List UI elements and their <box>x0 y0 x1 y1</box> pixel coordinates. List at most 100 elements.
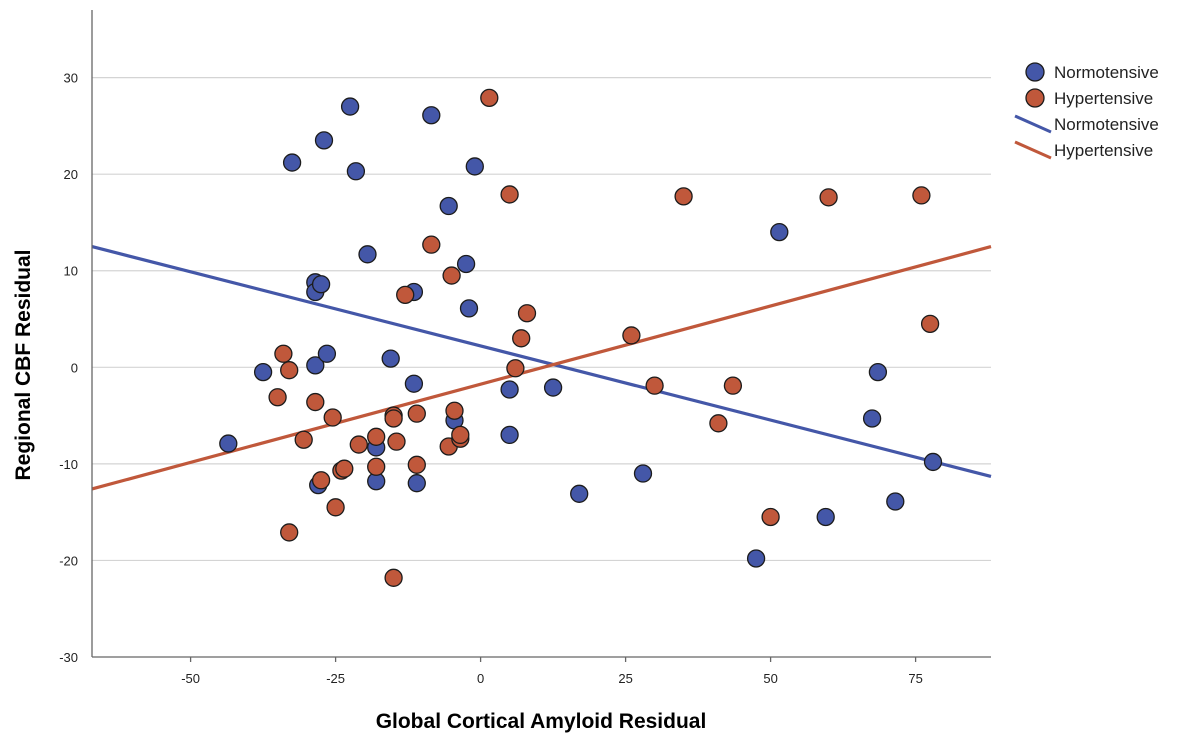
point-hypertensive <box>422 235 441 254</box>
point-hypertensive <box>335 459 354 478</box>
data-points <box>219 88 943 587</box>
point-hypertensive <box>311 471 331 490</box>
point-hypertensive <box>445 401 464 420</box>
x-tick-label: 25 <box>618 671 632 686</box>
point-hypertensive <box>442 266 461 285</box>
point-normotensive <box>500 425 519 445</box>
point-normotensive <box>439 196 458 216</box>
point-normotensive <box>570 484 589 503</box>
y-tick-label: -30 <box>59 650 78 665</box>
point-hypertensive <box>674 187 693 206</box>
point-normotensive <box>253 362 273 382</box>
legend-label: Hypertensive <box>1054 89 1153 108</box>
point-normotensive <box>422 106 441 125</box>
legend-label: Normotensive <box>1054 63 1159 82</box>
point-hypertensive <box>367 457 386 476</box>
point-hypertensive <box>512 329 531 348</box>
point-normotensive <box>346 162 366 181</box>
point-hypertensive <box>306 392 325 412</box>
point-normotensive <box>886 492 905 511</box>
point-normotensive <box>340 97 360 116</box>
y-tick-label: 30 <box>64 71 78 86</box>
x-axis-title: Global Cortical Amyloid Residual <box>376 710 707 733</box>
point-hypertensive <box>387 432 406 451</box>
x-tick-label: -50 <box>181 671 200 686</box>
point-hypertensive <box>709 414 728 433</box>
point-hypertensive <box>622 326 641 345</box>
point-normotensive <box>543 378 563 397</box>
point-normotensive <box>862 409 882 428</box>
y-tick-label: -20 <box>59 553 78 568</box>
point-hypertensive <box>396 285 415 305</box>
point-hypertensive <box>384 409 403 428</box>
x-tick-label: -25 <box>326 671 345 686</box>
y-tick-label: 20 <box>64 167 78 182</box>
gridlines <box>92 76 991 562</box>
point-hypertensive <box>500 185 519 204</box>
point-hypertensive <box>280 523 299 542</box>
legend-label: Normotensive <box>1054 115 1159 134</box>
point-hypertensive <box>274 344 293 363</box>
y-tick-label: -10 <box>59 457 78 472</box>
point-hypertensive <box>407 404 426 423</box>
point-normotensive <box>770 222 789 242</box>
y-tick-label: 10 <box>64 264 78 279</box>
point-normotensive <box>456 254 476 274</box>
point-hypertensive <box>645 376 664 395</box>
point-hypertensive <box>506 359 525 378</box>
point-hypertensive <box>920 314 940 333</box>
point-normotensive <box>923 452 943 472</box>
point-hypertensive <box>723 376 743 395</box>
point-hypertensive <box>451 425 470 445</box>
point-hypertensive <box>761 507 780 527</box>
tick-labels: -30 -20 -10 0 10 20 30 -50 -25 0 25 50 75 <box>59 71 923 686</box>
x-tick-label: 50 <box>763 671 777 686</box>
x-tick-label: 0 <box>477 671 484 686</box>
axes <box>91 10 991 662</box>
point-hypertensive <box>407 455 426 474</box>
fit-line-hypertensive <box>91 245 992 491</box>
point-hypertensive <box>326 498 345 517</box>
point-normotensive <box>282 153 302 172</box>
point-normotensive <box>317 344 337 363</box>
fit-line-normotensive <box>91 245 992 478</box>
point-normotensive <box>311 275 331 294</box>
point-normotensive <box>381 349 400 368</box>
point-normotensive <box>407 474 426 493</box>
point-hypertensive <box>367 427 386 446</box>
point-hypertensive <box>268 388 287 407</box>
point-hypertensive <box>517 304 537 323</box>
legend-line-normotensive <box>1014 114 1052 134</box>
point-hypertensive <box>349 435 368 454</box>
point-normotensive <box>306 356 325 375</box>
point-hypertensive <box>384 568 403 587</box>
point-normotensive <box>314 131 334 150</box>
point-normotensive <box>358 245 377 264</box>
point-hypertensive <box>480 88 499 108</box>
point-hypertensive <box>294 430 313 449</box>
point-hypertensive <box>323 408 342 427</box>
point-normotensive <box>459 299 479 318</box>
point-hypertensive <box>280 361 299 380</box>
point-normotensive <box>816 507 835 527</box>
legend: Normotensive Hypertensive Normotensive Hype… <box>1014 62 1159 160</box>
x-tick-label: 75 <box>908 671 922 686</box>
point-hypertensive <box>912 186 931 205</box>
point-normotensive <box>868 362 888 382</box>
y-tick-label: 0 <box>71 360 78 375</box>
point-normotensive <box>465 157 484 176</box>
legend-marker-normotensive <box>1025 62 1045 82</box>
legend-label: Hypertensive <box>1054 141 1153 160</box>
point-normotensive <box>500 380 519 399</box>
point-normotensive <box>746 549 766 568</box>
point-normotensive <box>404 374 424 393</box>
point-normotensive <box>633 464 653 483</box>
point-hypertensive <box>819 188 838 207</box>
point-normotensive <box>219 434 238 453</box>
legend-line-hypertensive <box>1014 140 1052 160</box>
legend-marker-hypertensive <box>1025 88 1045 108</box>
fit-lines <box>91 245 992 491</box>
y-axis-title: Regional CBF Residual <box>12 249 35 480</box>
